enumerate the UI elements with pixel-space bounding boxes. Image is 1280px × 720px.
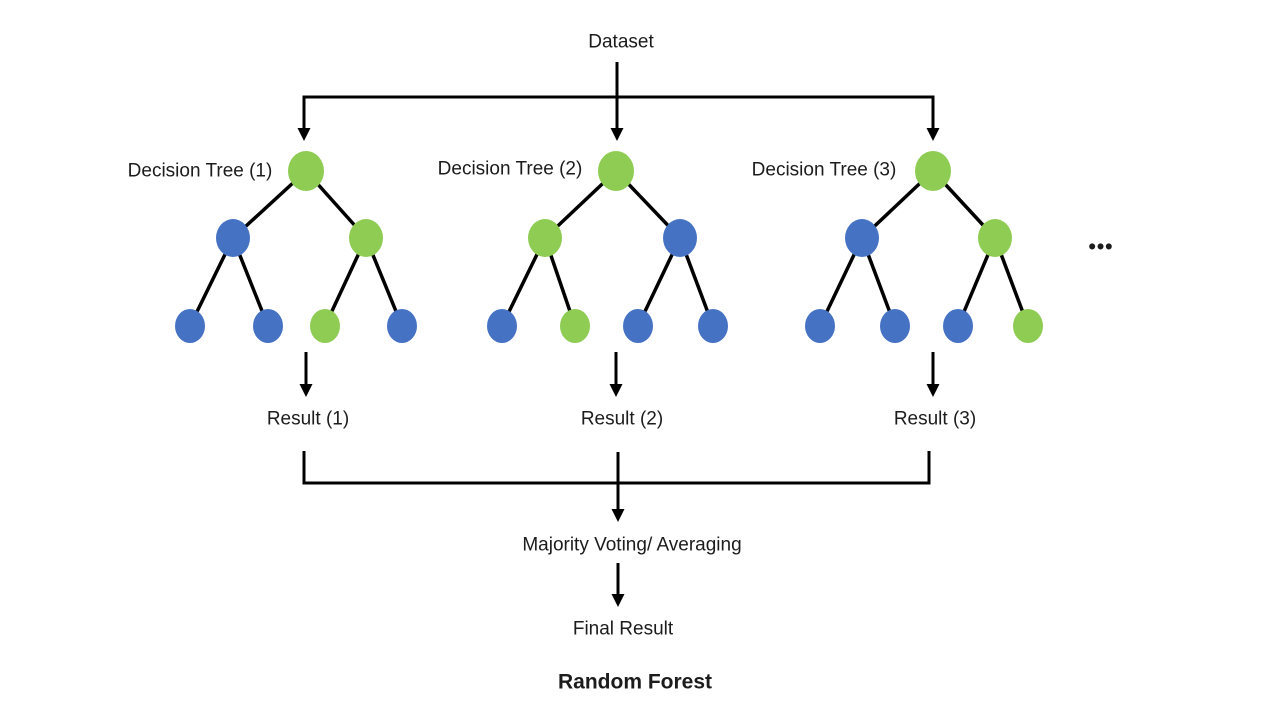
tree-node-green bbox=[598, 151, 634, 191]
tree-node-blue bbox=[805, 309, 835, 343]
tree-node-blue bbox=[487, 309, 517, 343]
tree-node-green bbox=[560, 309, 590, 343]
tree-node-green bbox=[349, 219, 383, 257]
arrow-down-icon bbox=[611, 509, 625, 522]
tree-node-blue bbox=[253, 309, 283, 343]
tree-node-blue bbox=[623, 309, 653, 343]
arrow-down-icon bbox=[610, 128, 624, 141]
majority-voting-label: Majority Voting/ Averaging bbox=[522, 534, 742, 556]
tree-node-green bbox=[978, 219, 1012, 257]
tree-node-blue bbox=[943, 309, 973, 343]
decision-tree-1-label: Decision Tree (1) bbox=[127, 160, 273, 182]
final-result-label: Final Result bbox=[572, 618, 674, 640]
arrow-down-icon bbox=[611, 594, 625, 607]
tree-node-blue bbox=[880, 309, 910, 343]
tree-node-green bbox=[915, 151, 951, 191]
decision-tree-3-label: Decision Tree (3) bbox=[751, 159, 897, 181]
arrow-down-icon bbox=[926, 128, 940, 141]
arrow-down-icon bbox=[299, 384, 313, 397]
tree-node-blue bbox=[698, 309, 728, 343]
arrow-down-icon bbox=[297, 128, 311, 141]
diagram-title: Random Forest bbox=[557, 670, 713, 694]
result-1-label: Result (1) bbox=[266, 408, 350, 430]
more-trees-ellipsis-icon: ••• bbox=[1088, 235, 1114, 259]
tree-node-green bbox=[1013, 309, 1043, 343]
decision-trees-layer bbox=[175, 151, 1043, 343]
tree-node-blue bbox=[175, 309, 205, 343]
tree-node-green bbox=[310, 309, 340, 343]
decision-tree-2-label: Decision Tree (2) bbox=[437, 158, 583, 180]
tree-node-green bbox=[528, 219, 562, 257]
tree-node-blue bbox=[216, 219, 250, 257]
tree-node-blue bbox=[845, 219, 879, 257]
dataset-label: Dataset bbox=[588, 31, 654, 53]
tree-node-blue bbox=[387, 309, 417, 343]
tree-node-green bbox=[288, 151, 324, 191]
result-2-label: Result (2) bbox=[580, 408, 664, 430]
arrow-down-icon bbox=[926, 384, 940, 397]
tree-node-blue bbox=[663, 219, 697, 257]
arrow-down-icon bbox=[609, 384, 623, 397]
result-3-label: Result (3) bbox=[893, 408, 977, 430]
